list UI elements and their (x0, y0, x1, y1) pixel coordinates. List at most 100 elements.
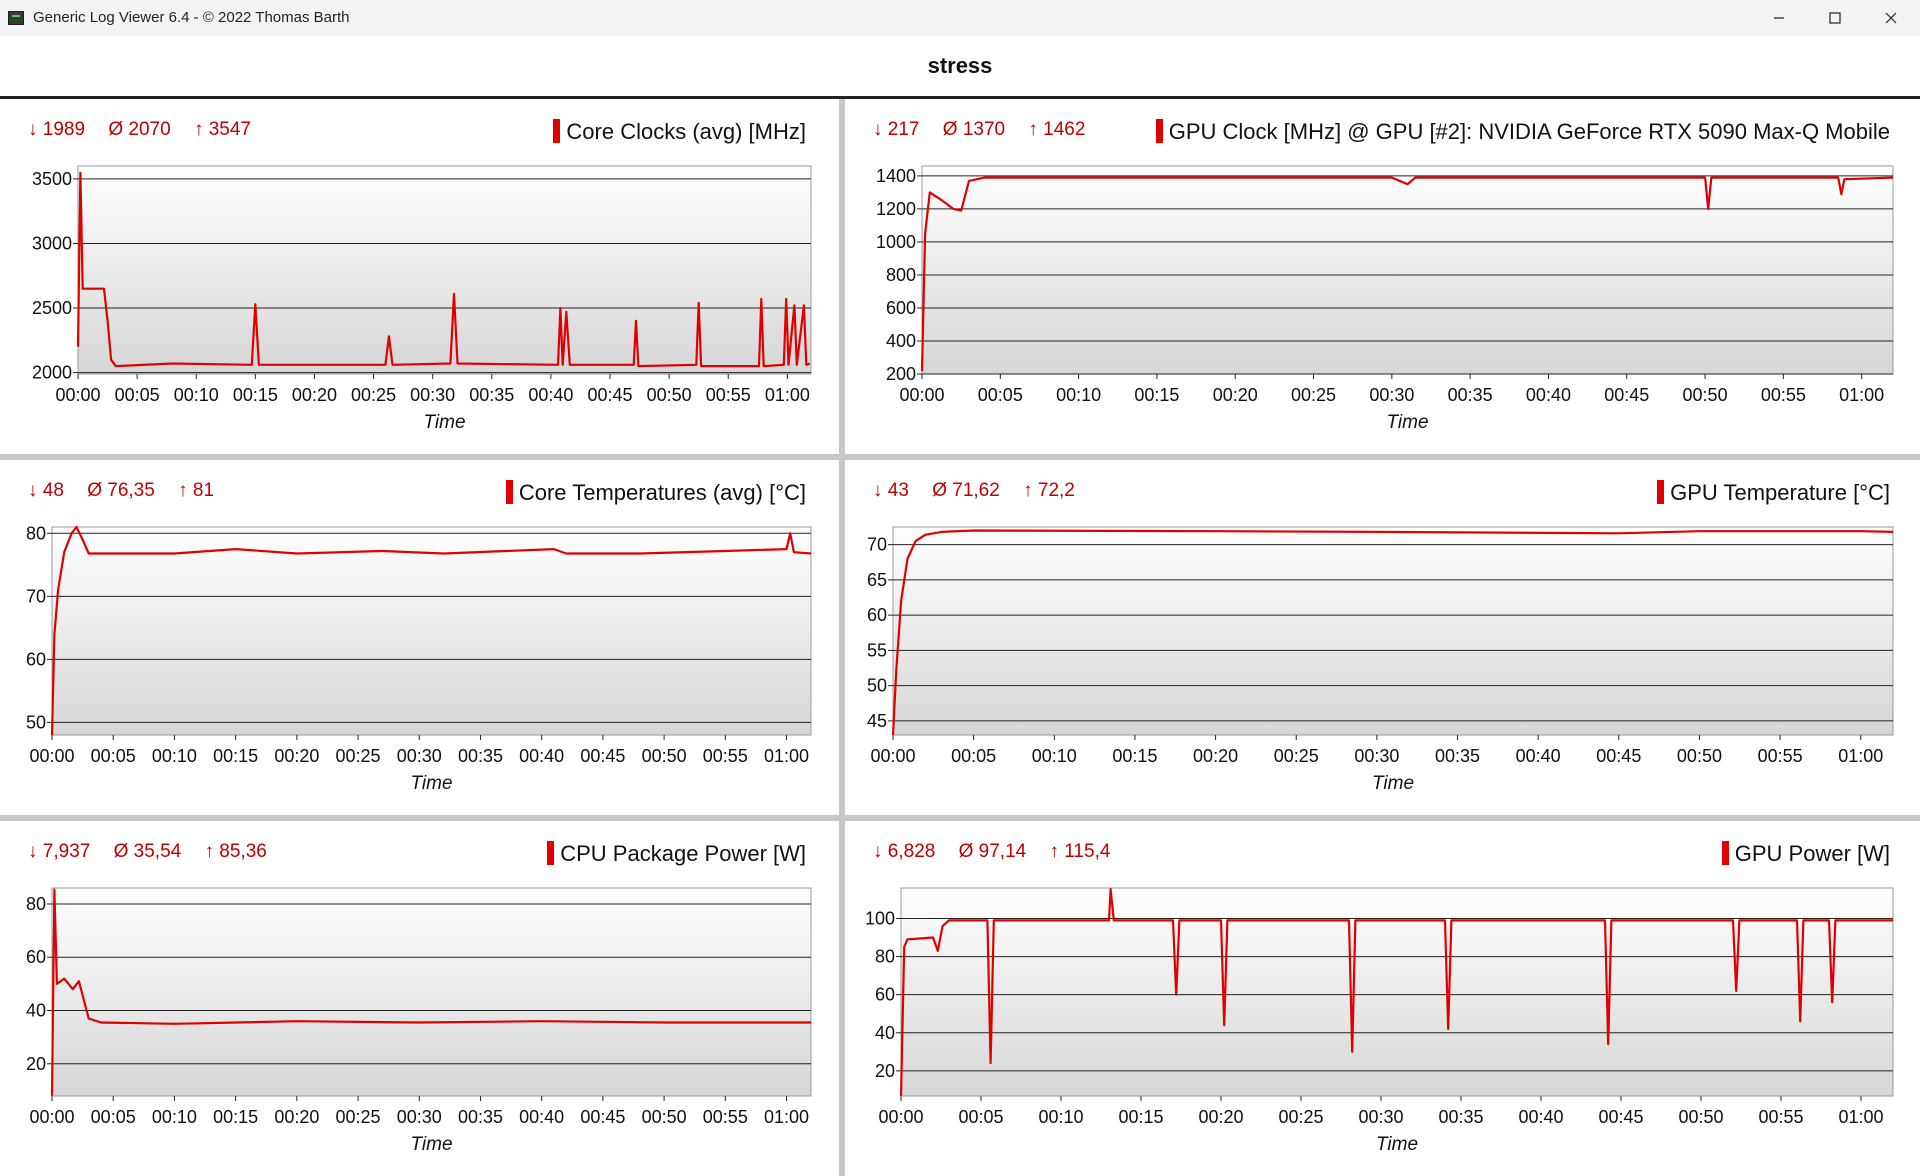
chart-core-clocks: 2000 2500 3000 3500 00:00 00:05 00:10 00:15 00:2… (32, 165, 812, 433)
panel-title-text: Core Clocks (avg) [MHz] (566, 119, 806, 144)
x-tick-label: 00:35 (469, 385, 514, 405)
stat-max: ↑ 1462 (1028, 119, 1086, 140)
y-tick-label: 45 (867, 711, 887, 731)
x-tick-label: 00:40 (1516, 746, 1561, 766)
series-line (50, 888, 811, 1097)
x-tick-label: 00:20 (292, 385, 337, 405)
x-axis-title: Time (1372, 773, 1414, 794)
x-axis-title: Time (410, 773, 452, 794)
x-axis-title: Time (1386, 412, 1428, 433)
x-tick-label: 00:25 (336, 1107, 381, 1127)
x-tick-label: 00:30 (1358, 1107, 1403, 1127)
stat-max: ↑ 115,4 (1049, 841, 1111, 862)
stat-avg: Ø 35,54 (113, 841, 182, 862)
y-tick-label: 80 (26, 523, 46, 543)
x-tick-label: 00:15 (1112, 746, 1157, 766)
x-tick-label: 00:00 (878, 1107, 923, 1127)
stat-avg: Ø 97,14 (958, 841, 1027, 862)
x-tick-label: 00:30 (397, 1107, 442, 1127)
y-tick-label: 60 (867, 605, 887, 625)
panel-title-text: GPU Power [W] (1734, 841, 1890, 866)
chart-gpu-clock: 200 400 600 800 1000 1200 1400 00:00 00:05 00:10 0… (876, 165, 1894, 433)
series-color-swatch (553, 119, 561, 143)
y-tick-label: 70 (26, 586, 46, 606)
x-tick-label: 00:15 (1118, 1107, 1163, 1127)
stat-min: ↓ 217 (873, 119, 920, 140)
chart-gpu-power: 20 40 60 80 100 00:00 00:05 00:10 00:15 00:20 00:2… (865, 887, 1894, 1155)
x-tick-label: 00:55 (1758, 746, 1803, 766)
plot-area (51, 887, 812, 1097)
y-tick-label: 60 (875, 985, 895, 1005)
x-tick-label: 00:25 (336, 746, 381, 766)
x-tick-label: 00:45 (1598, 1107, 1643, 1127)
panel-title-text: Core Temperatures (avg) [°C] (518, 480, 806, 505)
x-tick-label: 00:35 (458, 746, 503, 766)
maximize-button[interactable] (1812, 0, 1858, 36)
chart-panel-core-clocks: ↓ 1989 Ø 2070 ↑ 3547 Core Clocks (avg) [… (0, 99, 839, 454)
x-tick-label: 01:00 (1839, 385, 1884, 405)
x-tick-label: 00:00 (899, 385, 944, 405)
chart-panel-gpu-temperature: ↓ 43 Ø 71,62 ↑ 72,2 GPU Temperature [°C]… (845, 460, 1920, 815)
y-tick-label: 60 (26, 649, 46, 669)
x-tick-label: 00:50 (1683, 385, 1728, 405)
x-tick-label: 00:40 (1526, 385, 1571, 405)
panel-title-text: GPU Temperature [°C] (1670, 480, 1890, 505)
y-tick-label: 800 (886, 265, 916, 285)
y-tick-label: 400 (886, 331, 916, 351)
x-tick-label: 00:40 (519, 746, 564, 766)
x-tick-label: 00:35 (458, 1107, 503, 1127)
x-tick-label: 00:20 (1213, 385, 1258, 405)
stat-avg: Ø 1370 (942, 119, 1006, 140)
series-line (891, 529, 1894, 736)
x-tick-label: 00:45 (580, 746, 625, 766)
x-tick-label: 00:20 (274, 746, 319, 766)
series-color-swatch (1657, 480, 1665, 504)
x-tick-label: 00:25 (1291, 385, 1336, 405)
minimize-icon (1774, 17, 1784, 19)
y-tick-label: 65 (867, 570, 887, 590)
panel-title: CPU Package Power [W] (547, 841, 806, 867)
window-titlebar: Generic Log Viewer 6.4 - © 2022 Thomas B… (0, 0, 1920, 37)
x-tick-label: 01:00 (1838, 746, 1883, 766)
x-tick-label: 00:15 (213, 746, 258, 766)
y-tick-label: 70 (867, 535, 887, 555)
x-tick-label: 00:25 (351, 385, 396, 405)
series-line (76, 171, 811, 368)
y-tick-label: 40 (26, 1001, 46, 1021)
x-tick-label: 00:25 (1278, 1107, 1323, 1127)
minimize-button[interactable] (1756, 0, 1802, 36)
stat-max: ↑ 72,2 (1023, 480, 1075, 501)
close-button[interactable] (1868, 0, 1914, 36)
panel-title: GPU Power [W] (1721, 841, 1890, 867)
x-tick-label: 01:00 (764, 746, 809, 766)
x-tick-label: 00:45 (580, 1107, 625, 1127)
x-tick-label: 00:05 (115, 385, 160, 405)
stat-min: ↓ 6,828 (873, 841, 936, 862)
panel-stats: ↓ 217 Ø 1370 ↑ 1462 (873, 119, 1103, 141)
y-tick-label: 80 (875, 947, 895, 967)
series-line (50, 525, 812, 736)
x-tick-label: 00:25 (1274, 746, 1319, 766)
series-line (899, 887, 1893, 1097)
x-tick-label: 00:05 (91, 746, 136, 766)
x-tick-label: 00:50 (1677, 746, 1722, 766)
x-tick-label: 00:10 (1032, 746, 1077, 766)
x-tick-label: 00:40 (519, 1107, 564, 1127)
y-tick-label: 55 (867, 640, 887, 660)
y-tick-label: 100 (865, 908, 895, 928)
chart-core-temperatures: 50 60 70 80 00:00 00:05 00:10 00:15 00:20 00:25 00… (26, 523, 812, 794)
panel-title-text: CPU Package Power [W] (560, 841, 806, 866)
x-tick-label: 00:40 (528, 385, 573, 405)
x-tick-label: 00:35 (1438, 1107, 1483, 1127)
panel-stats: ↓ 7,937 Ø 35,54 ↑ 85,36 (28, 841, 285, 863)
chart-panel-core-temperatures: ↓ 48 Ø 76,35 ↑ 81 Core Temperatures (avg… (0, 460, 839, 815)
y-tick-label: 60 (26, 947, 46, 967)
x-tick-label: 00:00 (55, 385, 100, 405)
stat-max: ↑ 85,36 (204, 841, 267, 862)
x-axis-title: Time (423, 412, 465, 433)
x-tick-label: 01:00 (1838, 1107, 1883, 1127)
x-tick-label: 00:00 (29, 1107, 74, 1127)
x-tick-label: 00:50 (647, 385, 692, 405)
x-tick-label: 00:45 (1596, 746, 1641, 766)
x-tick-label: 00:35 (1435, 746, 1480, 766)
